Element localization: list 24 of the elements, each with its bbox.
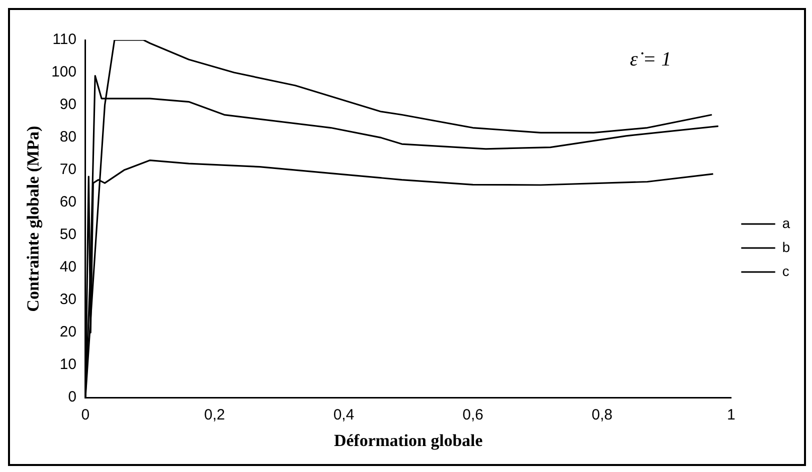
y-tick-label: 100 [51, 64, 76, 81]
x-tick-label: 0 [81, 406, 90, 424]
x-tick-label: 0,8 [592, 406, 612, 424]
y-tick-label: 50 [60, 226, 76, 244]
legend-label: b [782, 238, 790, 255]
y-tick-label: 0 [68, 388, 76, 406]
x-tick-label: 1 [727, 406, 736, 424]
y-tick-label: 110 [52, 31, 76, 48]
y-tick-label: 10 [60, 356, 76, 374]
y-tick-label: 40 [60, 258, 76, 276]
y-tick-label: 90 [60, 96, 76, 114]
x-tick-label: 0,2 [204, 406, 226, 424]
y-tick-label: 80 [60, 128, 76, 146]
x-axis-title: Déformation globale [334, 431, 484, 450]
y-tick-label: 20 [60, 324, 76, 341]
legend-label: c [782, 262, 790, 279]
annotation: ε̇ = 1 [630, 48, 672, 70]
y-tick-label: 30 [60, 291, 76, 308]
legend-label: a [782, 214, 790, 231]
x-tick-label: 0,4 [333, 406, 354, 424]
x-tick-label: 0,6 [462, 406, 484, 424]
y-tick-label: 70 [60, 161, 76, 178]
y-tick-label: 60 [60, 194, 76, 211]
y-axis-title: Contrainte globale (MPa) [24, 126, 43, 312]
